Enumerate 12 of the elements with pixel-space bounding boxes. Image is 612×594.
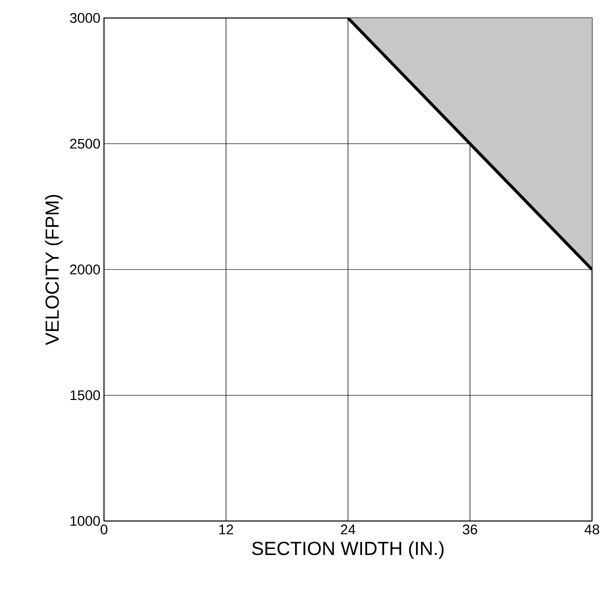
x-tick-label: 48 [584, 524, 600, 534]
y-tick-label: 1000 [70, 516, 100, 526]
x-tick-label: 0 [100, 524, 108, 534]
y-tick-label: 2500 [70, 138, 100, 149]
x-axis-title: SECTION WIDTH (IN.) [252, 541, 444, 559]
y-axis-title: VELOCITY (FPM) [44, 194, 63, 346]
x-tick-label: 36 [462, 524, 478, 534]
y-tick-label: 2000 [70, 264, 100, 274]
y-tick-label: 3000 [70, 13, 100, 23]
y-tick-label: 1500 [70, 390, 100, 400]
x-tick-label: 24 [340, 524, 356, 534]
x-tick-label: 12 [219, 524, 234, 534]
